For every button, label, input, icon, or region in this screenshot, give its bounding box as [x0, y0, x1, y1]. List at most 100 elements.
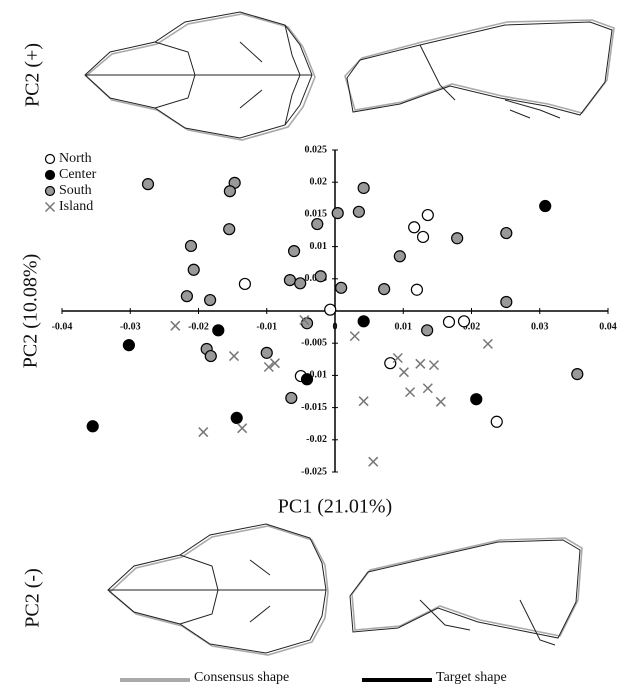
- legend-marker: [44, 201, 56, 213]
- label-top: PC2 (+): [22, 43, 44, 107]
- point: [435, 396, 446, 407]
- y-tick-label: 0.025: [305, 144, 328, 155]
- point-stroke: [435, 396, 446, 407]
- point: [500, 295, 513, 309]
- point: [500, 226, 513, 240]
- point-stroke: [44, 201, 56, 213]
- point: [415, 358, 426, 369]
- legend-marker: [44, 153, 56, 165]
- point-stroke: [428, 360, 439, 371]
- point-stroke: [398, 367, 409, 378]
- point: [470, 393, 483, 406]
- y-tick-label: -0.02: [306, 434, 327, 445]
- point: [352, 205, 365, 218]
- point: [299, 314, 310, 326]
- x-axis-label: PC1 (21.01%): [278, 496, 392, 518]
- point-stroke: [263, 361, 274, 373]
- y-tick-label: 0.015: [305, 209, 328, 220]
- legend-label: Island: [59, 199, 93, 214]
- point: [358, 396, 369, 407]
- point: [237, 423, 248, 434]
- point-stroke: [299, 314, 310, 326]
- y-tick-label: -0.01: [306, 370, 327, 381]
- point: [331, 207, 344, 220]
- point: [349, 331, 360, 342]
- point: [490, 415, 503, 428]
- point: [294, 277, 307, 290]
- x-tick-label: 0.03: [531, 321, 549, 332]
- legend-marker: [44, 185, 56, 197]
- point: [122, 339, 135, 352]
- point: [314, 270, 327, 283]
- point: [482, 338, 493, 349]
- legend-marker: [44, 169, 56, 181]
- point: [405, 387, 416, 398]
- point: [442, 315, 456, 329]
- point: [311, 217, 324, 231]
- point: [223, 223, 236, 236]
- point: [238, 277, 252, 291]
- point: [269, 358, 280, 369]
- point: [410, 283, 423, 296]
- point: [287, 245, 301, 258]
- point: [285, 391, 298, 405]
- y-tick-label: 0.02: [310, 176, 328, 187]
- point-stroke: [228, 351, 240, 362]
- legend-label: North: [59, 151, 92, 166]
- point: [263, 361, 274, 373]
- y-tick-label: -0.005: [301, 337, 327, 348]
- point: [421, 324, 434, 337]
- point: [184, 239, 198, 253]
- x-tick-label: 0.02: [463, 321, 481, 332]
- point: [539, 199, 552, 213]
- point: [212, 324, 225, 337]
- point: [335, 281, 348, 294]
- point: [422, 383, 433, 394]
- point: [398, 367, 409, 378]
- point-stroke: [368, 456, 379, 467]
- point: [451, 232, 464, 245]
- point: [384, 357, 397, 370]
- legend-label: South: [59, 183, 92, 198]
- point-stroke: [482, 338, 493, 349]
- point-stroke: [392, 352, 403, 364]
- x-tick-label: 0.04: [599, 321, 617, 332]
- point-stroke: [349, 331, 360, 342]
- x-tick-label: 0.01: [395, 321, 413, 332]
- point: [180, 290, 193, 303]
- point: [260, 346, 273, 359]
- skull-dorsal-top: [84, 11, 316, 141]
- label-bottom: PC2 (-): [22, 568, 44, 627]
- point: [428, 360, 439, 371]
- point-stroke: [405, 387, 416, 398]
- point: [300, 373, 314, 386]
- point-stroke: [415, 358, 426, 369]
- point: [204, 293, 217, 307]
- y-tick-label: -0.025: [301, 466, 327, 477]
- point-stroke: [198, 427, 209, 438]
- point: [204, 349, 217, 363]
- consensus-label: Consensus shape: [194, 670, 289, 685]
- point-stroke: [170, 320, 181, 331]
- point: [141, 178, 155, 191]
- point: [170, 320, 181, 331]
- point: [357, 181, 370, 195]
- point: [230, 411, 243, 425]
- point: [198, 427, 209, 438]
- legend-label: Center: [59, 167, 97, 182]
- point: [223, 185, 236, 198]
- point: [392, 352, 403, 364]
- point: [357, 315, 370, 328]
- point: [86, 420, 99, 433]
- skull-dorsal-bottom: [107, 523, 329, 656]
- point: [187, 263, 200, 276]
- skull-lateral-bottom: [349, 537, 583, 646]
- point-stroke: [237, 423, 248, 434]
- point: [324, 303, 337, 316]
- point: [408, 221, 421, 234]
- skull-lateral-top: [344, 19, 615, 119]
- point: [283, 273, 297, 287]
- x-tick-label: -0.04: [52, 321, 73, 332]
- y-tick-label: -0.015: [301, 402, 327, 413]
